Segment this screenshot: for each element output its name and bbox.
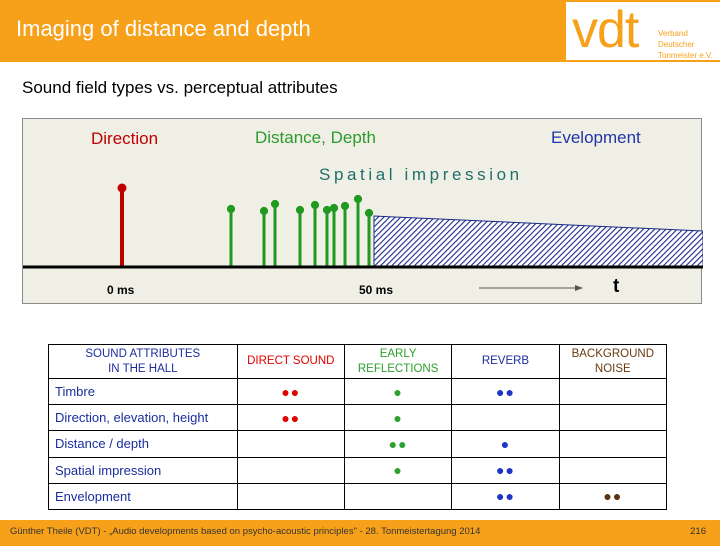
sound-attributes-table: SOUND ATTRIBUTES IN THE HALL DIRECT SOUND… xyxy=(48,344,668,511)
page-number: 216 xyxy=(690,526,706,537)
footer-citation: Günther Theile (VDT) - „Audio developmen… xyxy=(10,526,481,537)
label-time: t xyxy=(613,276,620,297)
cell-early: ●● xyxy=(343,430,453,458)
cell-reverb xyxy=(451,404,560,432)
slide-title: Imaging of distance and depth xyxy=(16,16,311,41)
row-label: Direction, elevation, height xyxy=(48,404,238,432)
sound-field-diagram: Direction Distance, Depth Evelopment Spa… xyxy=(22,118,703,304)
cell-direct xyxy=(236,482,345,511)
table-header-row: SOUND ATTRIBUTES IN THE HALL DIRECT SOUND… xyxy=(48,344,668,379)
table-row: Envelopment ●● ●● xyxy=(48,482,668,511)
logo-wordmark: vdt xyxy=(572,1,639,59)
cell-direct: ●● xyxy=(236,377,345,406)
logo-subtitle: Verband Deutscher Tonmeister e.V. xyxy=(658,28,720,61)
impulse-response-graphic xyxy=(23,183,703,291)
header-early-reflections: EARLY REFLECTIONS xyxy=(343,344,453,379)
row-label: Envelopment xyxy=(48,482,238,511)
cell-early: ● xyxy=(343,456,453,484)
cell-reverb: ●● xyxy=(451,482,560,511)
cell-noise xyxy=(558,404,668,432)
cell-direct xyxy=(236,430,345,458)
cell-reverb: ● xyxy=(451,430,560,458)
cell-direct xyxy=(236,456,345,484)
cell-noise: ●● xyxy=(558,482,668,511)
label-50ms: 50 ms xyxy=(359,283,394,297)
cell-noise xyxy=(558,430,668,458)
cell-early xyxy=(343,482,453,511)
header-direct-sound: DIRECT SOUND xyxy=(236,344,345,379)
table-row: Spatial impression ● ●● xyxy=(48,456,668,484)
footer-bar: Günther Theile (VDT) - „Audio developmen… xyxy=(0,520,720,546)
label-envelopment: Evelopment xyxy=(551,128,641,147)
direct-sound-head xyxy=(117,183,127,193)
slide-subtitle: Sound field types vs. perceptual attribu… xyxy=(22,78,338,97)
header-bar: Imaging of distance and depth vdt Verban… xyxy=(0,0,720,62)
logo-subtitle-line-1: Verband Deutscher xyxy=(658,29,695,49)
header-reverb: REVERB xyxy=(451,344,560,379)
header-background-noise: BACKGROUND NOISE xyxy=(558,344,668,379)
header-sound-attributes: SOUND ATTRIBUTES IN THE HALL xyxy=(48,344,238,379)
label-distance-depth: Distance, Depth xyxy=(255,128,376,147)
cell-noise xyxy=(558,377,668,406)
cell-reverb: ●● xyxy=(451,456,560,484)
logo-subtitle-line-2: Tonmeister e.V. xyxy=(658,51,713,60)
cell-early: ● xyxy=(343,404,453,432)
row-label: Spatial impression xyxy=(48,456,238,484)
row-label: Timbre xyxy=(48,377,238,406)
cell-direct: ●● xyxy=(236,404,345,432)
cell-reverb: ●● xyxy=(451,377,560,406)
cell-noise xyxy=(558,456,668,484)
label-direction: Direction xyxy=(91,129,159,148)
row-label: Distance / depth xyxy=(48,430,238,458)
table-row: Direction, elevation, height ●● ● xyxy=(48,404,668,432)
label-spatial-impression: Spatial impression xyxy=(319,165,523,184)
early-reflections xyxy=(226,194,374,267)
time-arrow-head xyxy=(575,285,583,291)
cell-early: ● xyxy=(343,377,453,406)
reverb-tail xyxy=(373,215,703,268)
table-row: Timbre ●● ● ●● xyxy=(48,377,668,406)
label-0ms: 0 ms xyxy=(107,283,135,297)
table-row: Distance / depth ●● ● xyxy=(48,430,668,458)
vdt-logo: vdt Verband Deutscher Tonmeister e.V. xyxy=(566,1,720,61)
